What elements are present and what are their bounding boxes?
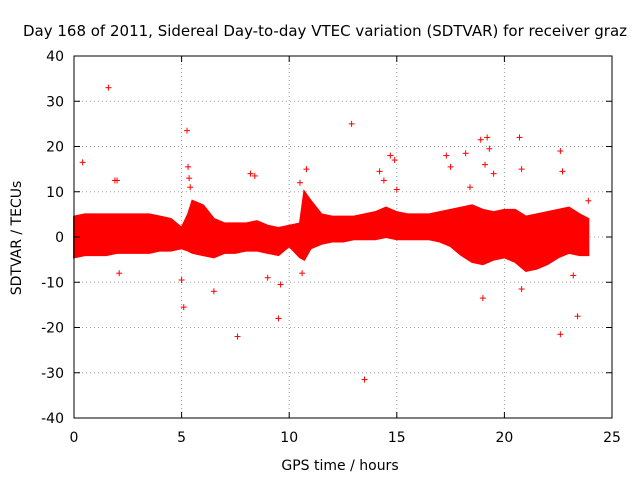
data-point [210, 288, 217, 295]
data-point [380, 177, 387, 184]
y-tick-label: 40 [46, 49, 64, 65]
x-tick-label: 10 [280, 430, 298, 446]
x-tick-label: 5 [177, 430, 186, 446]
data-point [114, 177, 121, 184]
data-point [462, 150, 469, 157]
y-tick-label: -10 [41, 275, 64, 291]
data-point [490, 170, 497, 177]
y-tick-label: 20 [46, 140, 64, 156]
data-point [376, 168, 383, 175]
x-tick-label: 15 [388, 430, 406, 446]
y-tick-label: -40 [41, 411, 64, 427]
data-point [570, 272, 577, 279]
data-point [482, 161, 489, 168]
data-point [116, 270, 123, 277]
data-point [516, 134, 523, 141]
data-point [484, 134, 491, 141]
data-point [247, 170, 254, 177]
data-point [348, 120, 355, 127]
data-point [518, 286, 525, 293]
data-point [361, 376, 368, 383]
y-tick-label: 0 [55, 230, 64, 246]
y-axis-label: SDTVAR / TECUs [9, 181, 25, 296]
data-point [105, 84, 112, 91]
x-tick-label: 0 [70, 430, 79, 446]
data-point [447, 163, 454, 170]
data-point [518, 166, 525, 173]
data-point [303, 166, 310, 173]
data-point [299, 270, 306, 277]
data-point [183, 127, 190, 134]
data-points [79, 84, 592, 383]
data-point [479, 295, 486, 302]
data-point [559, 168, 566, 175]
y-tick-label: -30 [41, 366, 64, 382]
data-point [477, 136, 484, 143]
x-axis-label: GPS time / hours [281, 458, 398, 474]
y-tick-label: -20 [41, 321, 64, 337]
x-tick-label: 20 [495, 430, 513, 446]
data-point [185, 163, 192, 170]
y-tick-label: 10 [46, 185, 64, 201]
data-point [178, 276, 185, 283]
chart-title: Day 168 of 2011, Sidereal Day-to-day VTE… [23, 22, 627, 40]
data-point [180, 304, 187, 311]
data-point [264, 274, 271, 281]
data-point [574, 313, 581, 320]
data-point [466, 184, 473, 191]
data-point [186, 175, 193, 182]
data-point [585, 197, 592, 204]
data-point [486, 145, 493, 152]
y-tick-label: 30 [46, 94, 64, 110]
data-point [79, 159, 86, 166]
data-point [557, 148, 564, 155]
data-point [234, 333, 241, 340]
data-point [251, 172, 258, 179]
data-point [296, 179, 303, 186]
data-point [557, 331, 564, 338]
x-tick-label: 25 [603, 430, 621, 446]
data-point [393, 186, 400, 193]
data-band [73, 189, 590, 273]
data-point [443, 152, 450, 159]
data-point [387, 152, 394, 159]
data-point [391, 157, 398, 164]
data-band-area [73, 189, 590, 273]
data-point [187, 184, 194, 191]
axis-ticks: 0 5 10 15 20 25 -40 -30 -20 -10 0 10 20 30 40 [41, 49, 621, 446]
data-point [277, 281, 284, 288]
data-point [275, 315, 282, 322]
